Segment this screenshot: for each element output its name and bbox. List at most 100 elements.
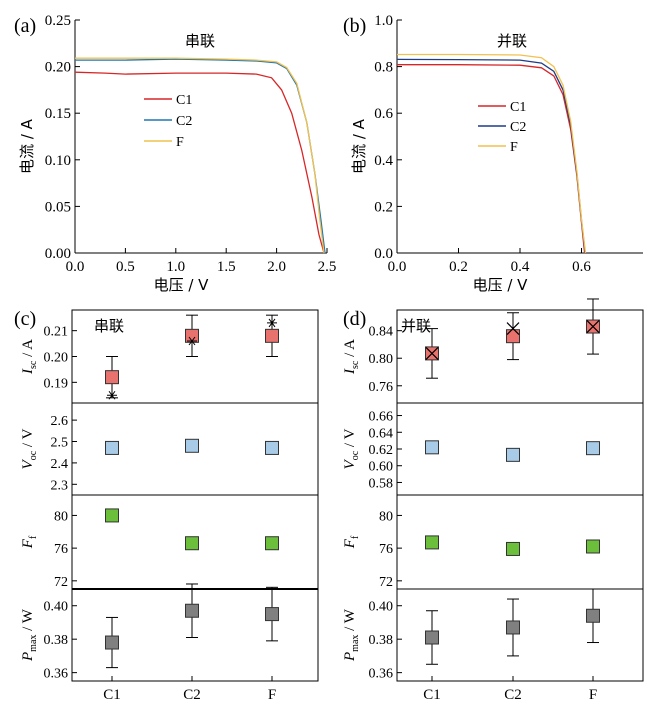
- data-marker-f: [586, 539, 600, 554]
- legend-label: F: [176, 135, 184, 150]
- y-tick-label: 0.05: [45, 199, 71, 215]
- data-marker-c2: [506, 541, 520, 556]
- y-axis-label: Pmax / W: [20, 608, 39, 662]
- y-tick-label: 2.4: [51, 457, 69, 472]
- y-label-main: I: [342, 368, 358, 375]
- y-tick-label: 0.38: [369, 633, 394, 648]
- y-tick-label: 0.62: [369, 443, 394, 458]
- y-label-main: I: [20, 368, 36, 375]
- y-tick-label: 80: [379, 509, 393, 524]
- y-tick-label: 76: [54, 542, 68, 557]
- x-tick-label: 0.2: [449, 259, 468, 275]
- x-tick-label: C2: [504, 687, 522, 703]
- y-label-unit: / A: [342, 339, 358, 361]
- y-tick-label: 72: [379, 575, 393, 590]
- y-tick-label: 0.20: [45, 60, 71, 76]
- y-label-main: P: [342, 652, 358, 662]
- y-tick-label: 2.3: [51, 478, 69, 493]
- y-label-sub: f: [350, 535, 361, 539]
- legend-label: C1: [176, 93, 192, 108]
- y-tick-label: 0.76: [369, 380, 394, 395]
- y-axis-label: Isc / A: [342, 339, 361, 375]
- y-tick-label: 0.36: [44, 667, 69, 682]
- data-marker-f: [265, 328, 279, 343]
- y-label-main: V: [20, 458, 36, 469]
- legend-label: F: [510, 140, 518, 155]
- panel-label: (b): [343, 15, 366, 37]
- y-tick-label: 0.40: [44, 600, 69, 615]
- y-tick-label: 72: [54, 575, 68, 590]
- y-tick-label: 0.80: [369, 352, 394, 367]
- y-label-sub: oc: [350, 450, 361, 460]
- y-label-unit: / A: [20, 339, 36, 361]
- y-tick-label: 0.20: [44, 351, 69, 366]
- y-tick-label: 0.64: [369, 426, 394, 441]
- data-marker-c1: [425, 440, 439, 455]
- y-label-main: F: [20, 538, 36, 549]
- panel-label: (a): [14, 15, 36, 37]
- series-line-c2: [75, 58, 326, 254]
- y-tick-label: 0.8: [374, 60, 393, 76]
- y-tick-label: 0.36: [369, 667, 394, 682]
- x-tick-label: 0.5: [116, 259, 135, 275]
- legend-label: C2: [176, 114, 192, 129]
- star-marker: [187, 336, 197, 346]
- series-line-c1: [74, 71, 325, 254]
- x-axis-label: 电压 / V: [154, 276, 210, 294]
- data-marker-c1: [425, 630, 439, 645]
- panel-label: (d): [343, 308, 366, 330]
- y-tick-label: 0.10: [45, 153, 71, 169]
- x-tick-label: 0.0: [66, 259, 85, 275]
- y-label-sub: oc: [28, 450, 39, 460]
- panel-label: (c): [14, 308, 36, 330]
- x-tick-label: C2: [183, 687, 201, 703]
- y-label-unit: / V: [20, 428, 36, 450]
- data-marker-c1: [105, 370, 119, 385]
- y-label-main: P: [20, 652, 36, 662]
- y-label-sub: f: [28, 535, 39, 539]
- y-label-unit: / W: [20, 608, 36, 634]
- legend-label: C1: [510, 100, 526, 115]
- y-tick-label: 0.19: [44, 376, 69, 391]
- x-tick-label: 0.4: [511, 259, 530, 275]
- data-marker-c1: [105, 635, 119, 650]
- data-marker-c1: [105, 508, 119, 523]
- y-tick-label: 0.25: [45, 13, 71, 29]
- data-marker-c1: [425, 535, 439, 550]
- y-tick-label: 0.4: [374, 153, 393, 169]
- y-tick-label: 0.58: [369, 476, 394, 491]
- x-tick-label: F: [268, 687, 276, 703]
- series-line-c1: [397, 64, 586, 254]
- x-tick-label: 0.6: [572, 259, 591, 275]
- y-tick-label: 0.6: [374, 106, 393, 122]
- data-marker-f: [265, 536, 279, 551]
- star-marker: [267, 318, 277, 328]
- y-label-main: F: [342, 538, 358, 549]
- x-tick-label: 1.0: [166, 259, 185, 275]
- y-tick-label: 0.21: [44, 325, 69, 340]
- data-marker-f: [265, 607, 279, 622]
- y-label-sub: max: [28, 635, 39, 652]
- y-tick-label: 0.60: [369, 460, 394, 475]
- x-tick-label: C1: [423, 687, 441, 703]
- series-line-f: [397, 53, 587, 254]
- y-axis-label: Voc / V: [342, 428, 361, 469]
- y-tick-label: 2.5: [51, 436, 69, 451]
- y-tick-label: 1.0: [374, 13, 393, 29]
- x-tick-label: 1.5: [217, 259, 236, 275]
- y-tick-label: 76: [379, 542, 393, 557]
- y-tick-label: 0.40: [369, 600, 394, 615]
- x-tick-label: F: [589, 687, 597, 703]
- x-axis-label: 电压 / V: [473, 276, 529, 294]
- y-label-unit: / W: [342, 608, 358, 634]
- data-marker-f: [265, 440, 279, 455]
- y-tick-label: 80: [54, 509, 68, 524]
- y-axis-label: Isc / A: [20, 339, 39, 375]
- y-axis-label: Voc / V: [20, 428, 39, 469]
- cross-marker: [506, 322, 520, 336]
- x-tick-label: 2.5: [318, 259, 337, 275]
- chart-title: 并联: [401, 317, 431, 335]
- data-marker-c2: [185, 328, 199, 343]
- data-marker-f: [586, 608, 600, 623]
